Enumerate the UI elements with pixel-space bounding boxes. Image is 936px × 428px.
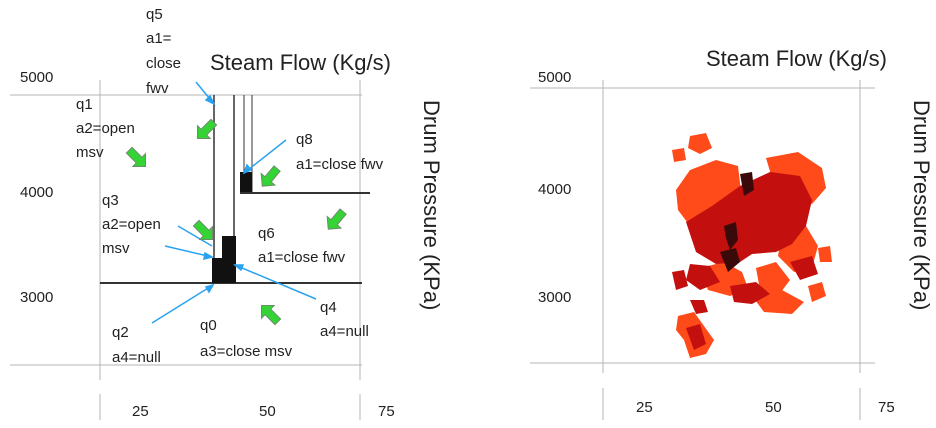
left-xtick-label: 50 xyxy=(259,403,276,420)
annotation-q3: q3 a2=open msv xyxy=(102,192,165,257)
left-xtick-label: 75 xyxy=(378,403,395,420)
green-arrows xyxy=(125,118,347,326)
green-arrow-icon xyxy=(260,165,281,187)
green-arrow-icon xyxy=(326,208,347,230)
annotation-q4: q4 a4=null xyxy=(320,299,369,340)
green-arrow-icon xyxy=(261,305,282,326)
black-region xyxy=(212,258,236,283)
left-y-axis-title: Drum Pressure (KPa) xyxy=(419,100,444,310)
scatter-region-dark xyxy=(720,172,754,272)
annotation-q8: q8 a1=close fwv xyxy=(296,131,384,173)
right-ytick-label: 5000 xyxy=(538,69,571,86)
left-xtick-label: 25 xyxy=(132,403,149,420)
scatter-region-mid xyxy=(672,172,818,350)
annotation-q1: q1 a2=open msv xyxy=(76,96,139,161)
right-xtick-label: 50 xyxy=(765,399,782,416)
black-region xyxy=(222,236,236,260)
green-arrow-icon xyxy=(197,118,218,139)
annotation-q2: q2 a4=null xyxy=(112,324,161,366)
left-ytick-label: 3000 xyxy=(20,289,53,306)
right-x-axis-title: Steam Flow (Kg/s) xyxy=(706,46,887,71)
right-xtick-label: 75 xyxy=(878,399,895,416)
black-region xyxy=(240,172,252,192)
left-x-axis-title: Steam Flow (Kg/s) xyxy=(210,50,391,75)
right-ytick-label: 3000 xyxy=(538,289,571,306)
green-arrow-icon xyxy=(192,219,213,240)
left-panel: 5000 4000 3000 25 50 75 Steam Flow (Kg/s… xyxy=(10,6,444,420)
right-panel: 5000 4000 3000 25 50 75 Steam Flow (Kg/s… xyxy=(530,46,934,420)
right-y-axis-title: Drum Pressure (KPa) xyxy=(909,100,934,310)
annotation-q0: q0 a3=close msv xyxy=(200,317,293,360)
annotation-q5: q5 a1= close fwv xyxy=(146,6,185,97)
annotation-q6: q6 a1=close fwv xyxy=(258,225,346,266)
green-arrow-icon xyxy=(125,146,146,167)
left-ytick-label: 4000 xyxy=(20,184,53,201)
left-ytick-label: 5000 xyxy=(20,69,53,86)
blue-pointer-lines xyxy=(151,81,317,324)
right-ytick-label: 4000 xyxy=(538,181,571,198)
right-xtick-label: 25 xyxy=(636,399,653,416)
